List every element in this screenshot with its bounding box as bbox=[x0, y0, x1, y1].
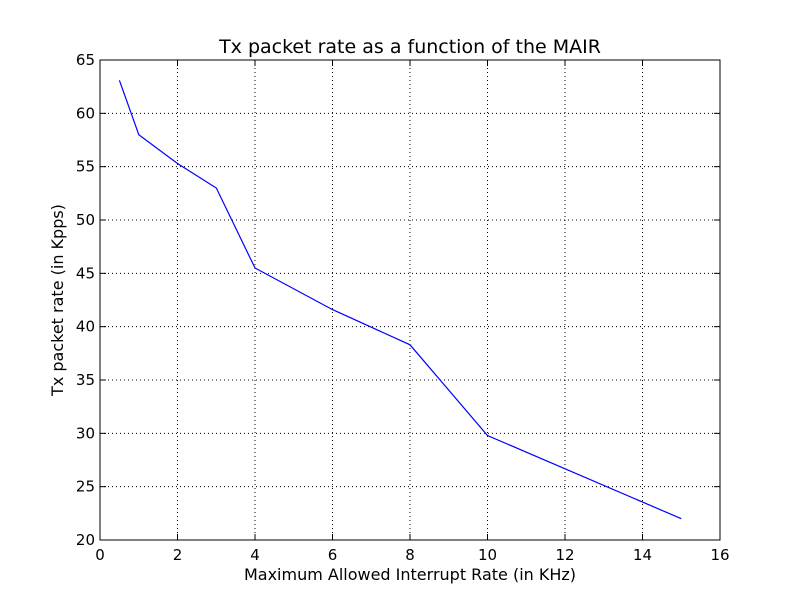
x-tick-label: 8 bbox=[405, 546, 415, 564]
y-tick-label: 55 bbox=[76, 158, 95, 176]
x-tick-label: 16 bbox=[710, 546, 729, 564]
x-axis: 0 2 4 6 8 10 12 14 16 bbox=[95, 60, 730, 564]
data-point bbox=[408, 342, 413, 347]
chart-title: Tx packet rate as a function of the MAIR bbox=[218, 36, 601, 58]
data-point bbox=[136, 132, 141, 137]
y-tick-label: 60 bbox=[76, 104, 95, 122]
y-tick-label: 25 bbox=[76, 478, 95, 496]
x-tick-label: 12 bbox=[555, 546, 574, 564]
y-tick-label: 40 bbox=[76, 318, 95, 336]
y-tick-label: 65 bbox=[76, 51, 95, 69]
data-point bbox=[485, 433, 490, 438]
x-tick-label: 14 bbox=[633, 546, 652, 564]
y-tick-label: 20 bbox=[76, 531, 95, 549]
data-point bbox=[175, 161, 180, 166]
data-point bbox=[214, 186, 219, 191]
data-point bbox=[679, 516, 684, 521]
series-line bbox=[118, 80, 682, 520]
x-tick-label: 2 bbox=[173, 546, 183, 564]
x-tick-label: 4 bbox=[250, 546, 260, 564]
y-axis-label: Tx packet rate (in Kpps) bbox=[48, 204, 67, 397]
data-point bbox=[117, 78, 122, 83]
data-point bbox=[253, 266, 258, 271]
series-layer bbox=[117, 78, 684, 521]
y-tick-label: 45 bbox=[76, 264, 95, 282]
x-tick-label: 6 bbox=[328, 546, 338, 564]
data-point bbox=[330, 307, 335, 312]
plot-frame bbox=[99, 59, 721, 541]
x-tick-label: 10 bbox=[478, 546, 497, 564]
x-axis-label: Maximum Allowed Interrupt Rate (in KHz) bbox=[244, 565, 576, 584]
y-tick-label: 50 bbox=[76, 211, 95, 229]
y-tick-label: 30 bbox=[76, 424, 95, 442]
y-axis: 20 25 30 35 40 45 50 55 60 65 bbox=[76, 51, 720, 549]
y-tick-label: 35 bbox=[76, 371, 95, 389]
x-tick-label: 0 bbox=[95, 546, 105, 564]
